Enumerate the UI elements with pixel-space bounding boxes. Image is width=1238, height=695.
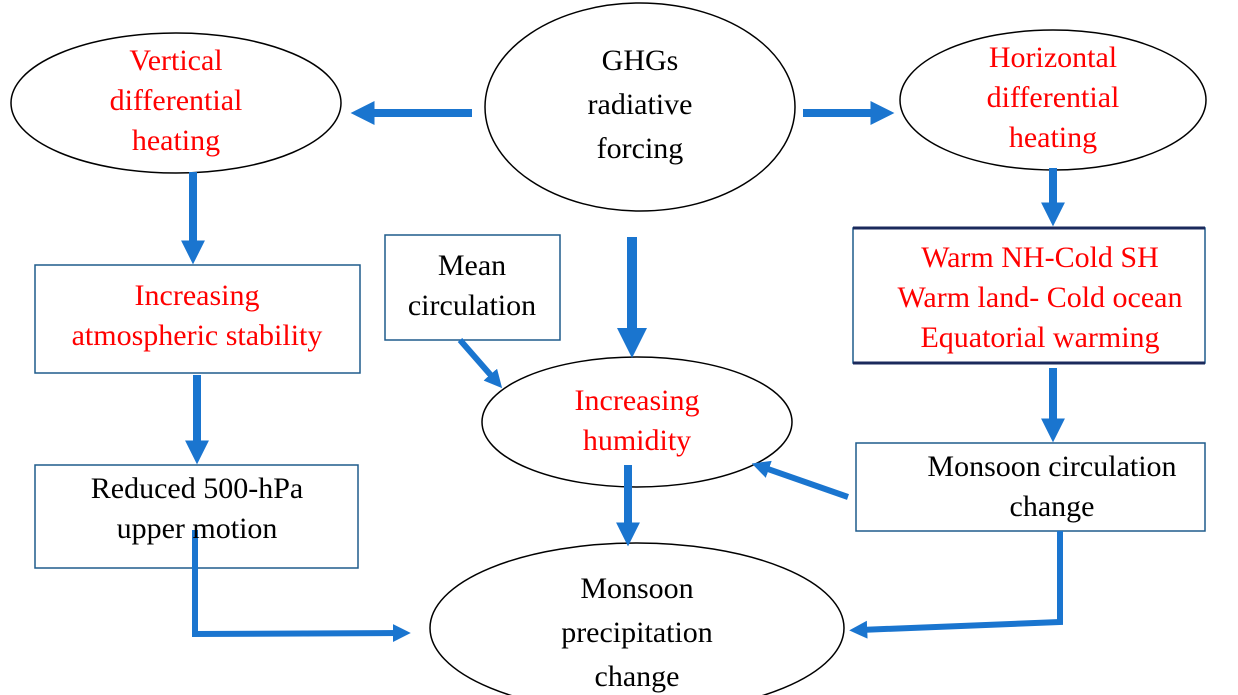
node-label: heating (132, 124, 220, 157)
node-label: circulation (408, 289, 536, 322)
node-shape (481, 356, 793, 488)
node-label: humidity (583, 424, 691, 457)
node-label: change (1010, 490, 1095, 523)
node-shape (34, 264, 361, 374)
node-shape (484, 2, 796, 212)
node-label: heating (1009, 121, 1097, 154)
node-label: Monsoon (580, 572, 693, 605)
node-label: Increasing (135, 279, 260, 312)
node-label: Mean (438, 249, 506, 282)
node-label: Monsoon circulation (927, 450, 1176, 483)
arrow (457, 338, 503, 389)
node-label: precipitation (561, 616, 713, 649)
arrow (751, 460, 849, 500)
node-label: Warm NH-Cold SH (921, 241, 1159, 274)
arrow (849, 531, 1063, 639)
node-shape (855, 442, 1206, 532)
node-label: Equatorial warming (920, 321, 1159, 354)
node-shape (384, 234, 561, 341)
node-label: atmospheric stability (72, 319, 323, 352)
node-label: Warm land- Cold ocean (898, 281, 1183, 314)
arrows (181, 101, 1065, 643)
node-label: Vertical (129, 44, 222, 77)
node-label: Horizontal (989, 41, 1117, 74)
node-label: upper motion (117, 512, 278, 545)
labels: GHGs radiative forcing Vertical differential… (72, 41, 1183, 693)
arrow (192, 530, 411, 643)
node-label: GHGs (602, 44, 679, 77)
node-label: differential (110, 84, 243, 117)
node-label: forcing (597, 132, 684, 165)
node-shape (10, 32, 342, 174)
node-label: Reduced 500-hPa (91, 472, 303, 505)
node-label: radiative (588, 88, 693, 121)
node-label: differential (987, 81, 1120, 114)
node-label: change (595, 660, 680, 693)
node-label: Increasing (575, 384, 700, 417)
